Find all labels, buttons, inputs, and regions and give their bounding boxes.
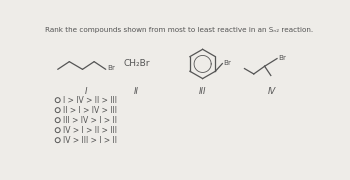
Text: III > IV > I > II: III > IV > I > II: [63, 116, 117, 125]
Text: IV: IV: [268, 87, 277, 96]
Text: IV > III > I > II: IV > III > I > II: [63, 136, 117, 145]
Text: CH₂Br: CH₂Br: [124, 59, 150, 68]
Text: Br: Br: [223, 60, 231, 66]
Text: Rank the compounds shown from most to least reactive in an Sₙ₂ reaction.: Rank the compounds shown from most to le…: [45, 27, 314, 33]
Text: I > IV > II > III: I > IV > II > III: [63, 96, 117, 105]
Text: I: I: [85, 87, 88, 96]
Text: Br: Br: [278, 55, 286, 61]
Text: IV > I > II > III: IV > I > II > III: [63, 126, 117, 135]
Text: III: III: [199, 87, 206, 96]
Text: Br: Br: [107, 65, 115, 71]
Text: II > I > IV > III: II > I > IV > III: [63, 106, 117, 115]
Text: II: II: [134, 87, 139, 96]
